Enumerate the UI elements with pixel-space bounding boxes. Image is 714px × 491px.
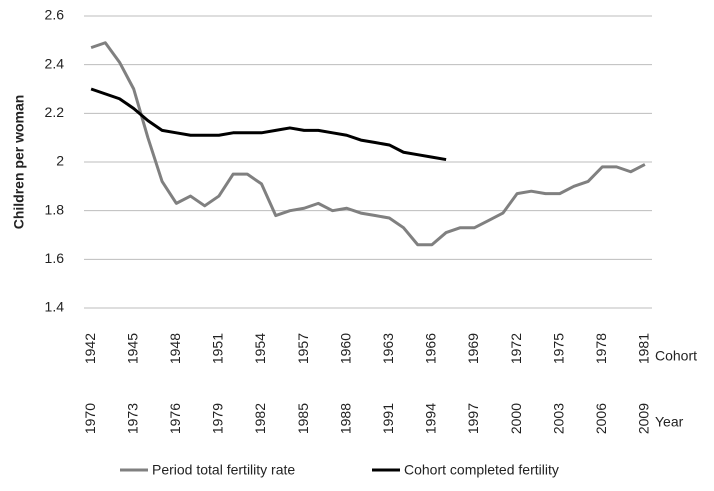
x-tick-label: 1954 [252,333,268,364]
y-tick-label: 2.4 [45,55,65,71]
data-line [90,41,646,247]
x2-tick-label: 1997 [465,403,481,434]
y-tick-label: 1.8 [45,201,65,217]
y-tick-label: 1.4 [45,299,65,315]
x-tick-label: 1978 [593,333,609,364]
x-tick-label: 1951 [210,333,226,364]
x-axis-title: Cohort [655,348,697,364]
x-tick-label: 1972 [508,333,524,364]
x2-tick-label: 1970 [82,403,98,434]
x2-tick-label: 1976 [167,403,183,434]
x-tick-label: 1975 [550,333,566,364]
legend-label: Cohort completed fertility [404,462,559,478]
x2-tick-label: 1979 [210,403,226,434]
x2-tick-label: 1994 [423,403,439,434]
x-tick-label: 1960 [337,333,353,364]
y-tick-label: 2.6 [45,7,65,23]
x-tick-label: 1966 [423,333,439,364]
x2-tick-label: 1985 [295,403,311,434]
y-tick-label: 1.6 [45,250,65,266]
x-tick-label: 1957 [295,333,311,364]
x2-tick-label: 1988 [337,403,353,434]
x-tick-label: 1969 [465,333,481,364]
x-tick-label: 1948 [167,333,183,364]
x2-tick-label: 2009 [636,403,652,434]
y-axis-title: Children per woman [11,95,27,230]
x-tick-label: 1963 [380,333,396,364]
x2-axis-title: Year [655,414,684,430]
x-tick-label: 1942 [82,333,98,364]
data-line [90,87,447,162]
x2-tick-label: 2003 [550,403,566,434]
x2-tick-label: 1973 [124,403,140,434]
x2-tick-label: 2006 [593,403,609,434]
x2-tick-label: 1991 [380,403,396,434]
x-tick-label: 1981 [636,333,652,364]
x2-tick-label: 1982 [252,403,268,434]
y-tick-label: 2 [56,153,64,169]
y-tick-label: 2.2 [45,104,65,120]
legend-label: Period total fertility rate [152,462,295,478]
x2-tick-label: 2000 [508,403,524,434]
x-tick-label: 1945 [124,333,140,364]
